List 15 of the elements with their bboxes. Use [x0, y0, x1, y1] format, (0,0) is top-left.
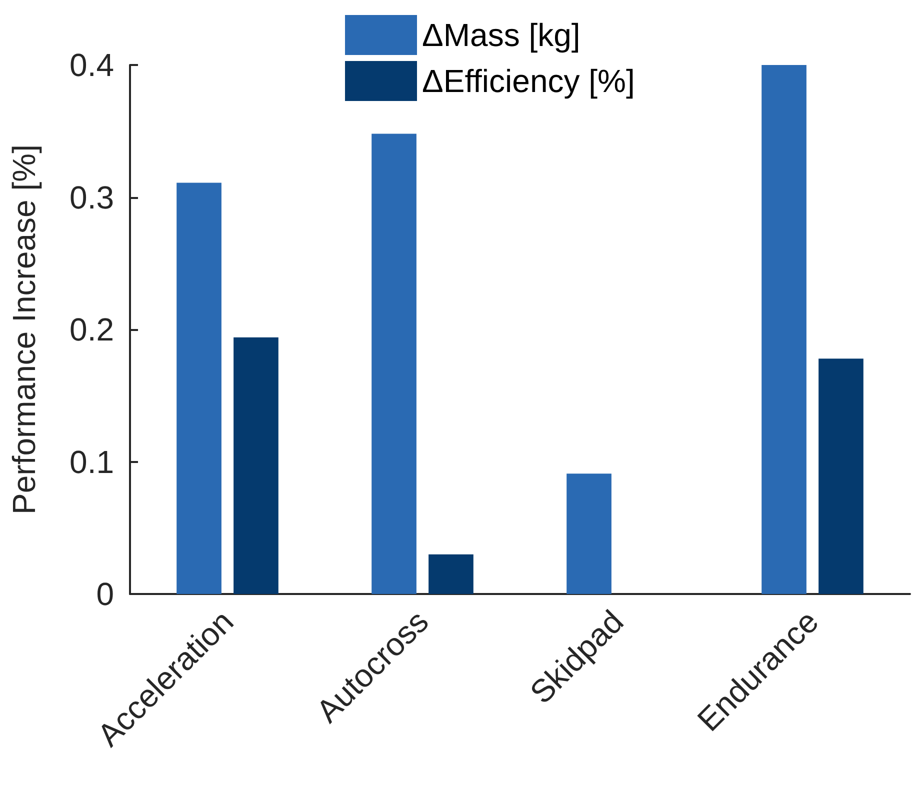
bar: [818, 358, 864, 594]
legend-label: ΔEfficiency [%]: [422, 63, 635, 99]
y-tick-label: 0: [96, 576, 114, 612]
y-tick-label: 0.4: [70, 47, 114, 83]
bar: [234, 337, 278, 594]
y-tick-label: 0.1: [70, 444, 114, 480]
bar: [372, 134, 416, 594]
bar: [566, 474, 612, 594]
legend-label: ΔMass [kg]: [422, 17, 580, 53]
bar: [428, 554, 474, 594]
y-tick-label: 0.3: [70, 179, 114, 216]
y-axis-title: Performance Increase [%]: [6, 144, 42, 514]
y-tick-label: 0.2: [70, 312, 114, 348]
bar: [176, 182, 222, 594]
bar: [762, 65, 806, 594]
